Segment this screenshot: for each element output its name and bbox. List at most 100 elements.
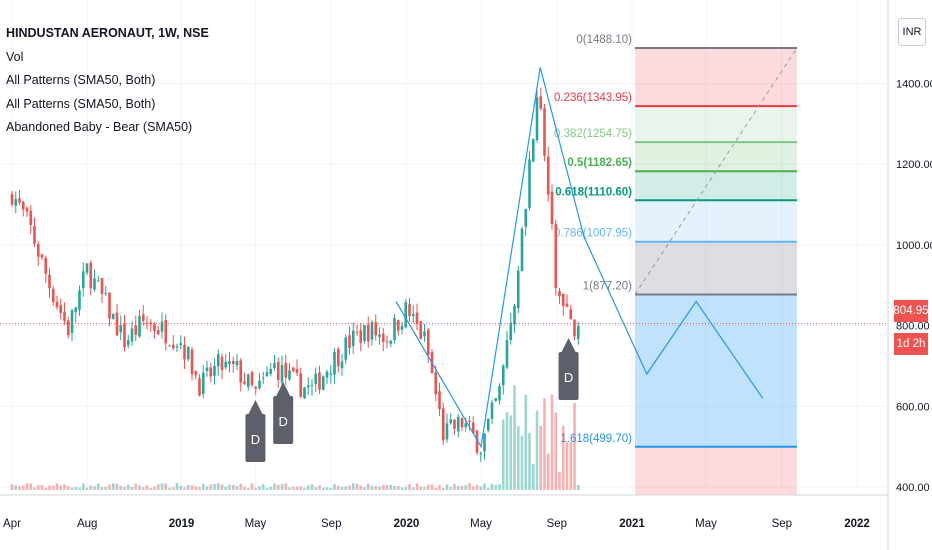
volume-bar (168, 487, 171, 490)
y-tick-label: 1400.00 (896, 79, 932, 91)
volume-bar (509, 415, 513, 490)
volume-bar (93, 486, 96, 490)
volume-bar (565, 442, 569, 490)
candle-body (48, 274, 51, 289)
candle-body (333, 351, 336, 375)
candle-body (224, 361, 228, 368)
volume-bar (179, 485, 183, 490)
volume-bar (194, 486, 198, 490)
volume-bar (156, 484, 160, 490)
volume-bar (145, 485, 149, 490)
fib-band (635, 47, 797, 107)
volume-bar (528, 433, 531, 490)
volume-bar (321, 487, 325, 490)
volume-bar (231, 485, 235, 490)
pattern-marker-box (558, 352, 579, 400)
volume-bar (299, 486, 303, 490)
volume-bar (119, 485, 123, 490)
volume-bar (33, 487, 36, 490)
candle-body (351, 330, 355, 347)
candle-body (273, 363, 276, 369)
volume-bar (423, 486, 426, 490)
fibonacci-extension: 0(1488.10) 0.236(1343.95) 0.382(1254.75) 0.… (554, 34, 798, 496)
candle-body (378, 334, 381, 337)
candle-body (269, 368, 273, 374)
candle-body (535, 97, 539, 141)
volume-bar (363, 487, 366, 490)
volume-bar (385, 485, 389, 490)
candle-body (25, 207, 29, 212)
volume-bar (490, 483, 494, 490)
candle-body (239, 360, 243, 383)
candle-body (404, 302, 408, 328)
candle-body (100, 278, 104, 294)
volume-bar (190, 485, 194, 490)
volume-bar (149, 487, 153, 490)
pattern-marker-label: D (278, 414, 287, 429)
candle-body (411, 314, 415, 317)
candle-body (59, 304, 63, 314)
candle-body (44, 257, 48, 274)
y-tick-label: 1000.00 (896, 240, 932, 252)
volume-bar (483, 483, 486, 490)
symbol-title[interactable]: HINDUSTAN AERONAUT, 1W, NSE (6, 26, 209, 40)
candle-body (213, 365, 216, 376)
candle-body (265, 372, 269, 377)
volume-bar (130, 487, 134, 490)
volume-bar (550, 394, 554, 490)
candle-body (179, 343, 183, 346)
volume-bar (108, 484, 111, 490)
candle-body (186, 347, 190, 360)
volume-bar (250, 483, 254, 490)
candle-body (561, 293, 565, 307)
candle-body (543, 108, 546, 156)
legend-pattern-1[interactable]: All Patterns (SMA50, Both) (6, 73, 156, 87)
volume-bar (318, 485, 321, 490)
candle-body (370, 322, 374, 340)
candle-body (513, 305, 516, 325)
x-tick-label: 2019 (169, 518, 195, 530)
candle-body (479, 453, 483, 455)
volume-bar (291, 486, 295, 490)
volume-bar (426, 484, 430, 490)
candle-body (33, 225, 36, 244)
candle-body (51, 288, 55, 303)
candle-body (198, 378, 201, 396)
volume-bar (558, 471, 561, 490)
legend-pattern-3[interactable]: Abandoned Baby - Bear (SMA50) (6, 120, 193, 134)
candle-body (554, 224, 558, 288)
candle-body (284, 362, 288, 378)
y-tick-label: 800.00 (896, 321, 930, 333)
volume-bar (213, 483, 216, 490)
volume-bar (164, 483, 168, 490)
volume-bar (48, 485, 51, 490)
x-tick-label: May (470, 518, 492, 530)
currency-button[interactable]: INR (898, 18, 926, 46)
candle-body (498, 386, 501, 401)
fib-level-label: 0.618(1110.60) (555, 186, 632, 198)
volume-bar (460, 485, 464, 490)
candle-body (66, 320, 70, 336)
legend-volume[interactable]: Vol (6, 49, 24, 64)
legend-pattern-2[interactable]: All Patterns (SMA50, Both) (6, 96, 156, 111)
candle-body (490, 402, 494, 419)
candle-body (295, 369, 299, 374)
volume-bar (111, 483, 115, 490)
candle-body (74, 307, 78, 313)
volume-bar (359, 485, 363, 490)
volume-bar (310, 484, 314, 490)
candle-body (18, 198, 21, 203)
candle-body (565, 303, 569, 307)
candle-body (70, 310, 74, 333)
pattern-marker-box (273, 396, 294, 444)
candle-body (254, 386, 258, 389)
candle-body (111, 313, 115, 319)
candle-body (123, 323, 126, 348)
candle-body (231, 360, 235, 365)
candle-body (396, 320, 400, 331)
volume-bar (378, 486, 381, 490)
candle-body (374, 321, 378, 336)
volume-bar (284, 483, 288, 490)
volume-bar (561, 425, 565, 490)
